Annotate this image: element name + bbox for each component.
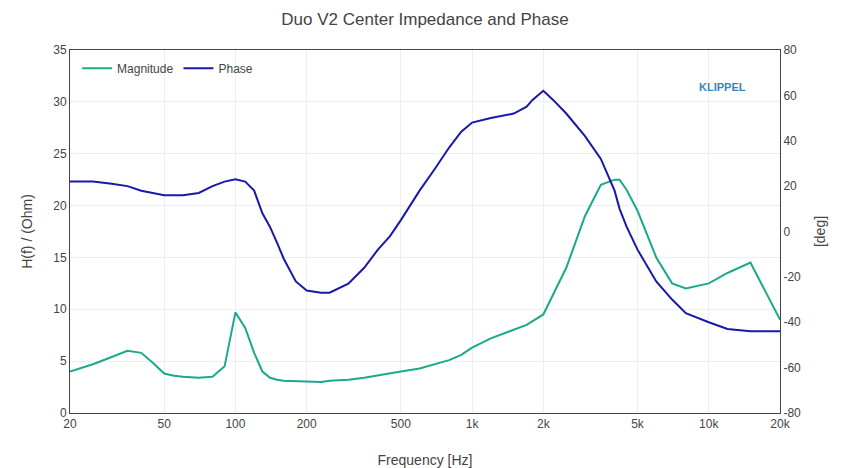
svg-text:80: 80	[783, 43, 797, 57]
svg-text:50: 50	[158, 417, 172, 431]
svg-text:Magnitude: Magnitude	[117, 62, 173, 76]
svg-text:-20: -20	[783, 270, 801, 284]
svg-text:15: 15	[53, 251, 67, 265]
svg-text:0: 0	[60, 406, 67, 420]
svg-text:10: 10	[53, 302, 67, 316]
svg-text:Phase: Phase	[218, 62, 252, 76]
svg-text:H(f) / (Ohm): H(f) / (Ohm)	[19, 194, 35, 269]
svg-text:500: 500	[391, 417, 411, 431]
svg-text:Frequency [Hz]: Frequency [Hz]	[378, 452, 473, 468]
svg-text:35: 35	[53, 43, 67, 57]
svg-text:KLIPPEL: KLIPPEL	[699, 81, 746, 93]
svg-text:20: 20	[53, 199, 67, 213]
svg-text:-40: -40	[783, 315, 801, 329]
svg-text:Duo V2 Center Impedance and Ph: Duo V2 Center Impedance and Phase	[281, 10, 568, 29]
svg-text:-60: -60	[783, 361, 801, 375]
svg-text:20: 20	[783, 179, 797, 193]
svg-text:40: 40	[783, 134, 797, 148]
svg-text:2k: 2k	[537, 417, 551, 431]
svg-text:60: 60	[783, 89, 797, 103]
svg-text:30: 30	[53, 95, 67, 109]
svg-text:20k: 20k	[770, 417, 790, 431]
svg-text:1k: 1k	[466, 417, 480, 431]
svg-text:25: 25	[53, 147, 67, 161]
svg-text:5: 5	[60, 354, 67, 368]
svg-text:5k: 5k	[631, 417, 645, 431]
svg-text:100: 100	[225, 417, 245, 431]
svg-text:-80: -80	[783, 406, 801, 420]
svg-text:200: 200	[297, 417, 317, 431]
svg-text:10k: 10k	[699, 417, 719, 431]
svg-text:20: 20	[63, 417, 77, 431]
svg-text:[deg]: [deg]	[812, 216, 828, 247]
svg-text:0: 0	[783, 225, 790, 239]
